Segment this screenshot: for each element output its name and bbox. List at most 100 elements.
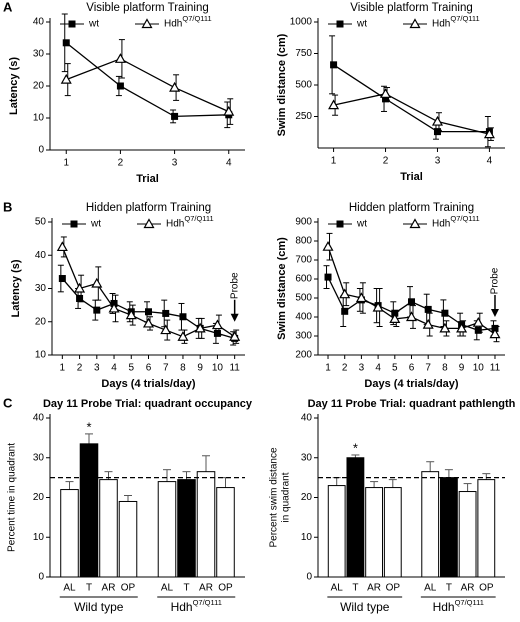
point <box>114 53 126 63</box>
point <box>125 309 137 320</box>
y-tick-label: 20 <box>35 316 47 327</box>
y-tick-label: 900 <box>295 217 312 228</box>
chart-title: Visible platform Training <box>86 2 209 14</box>
legend-label: wt <box>356 219 367 230</box>
x-tick-label: 11 <box>490 363 501 374</box>
x-tick-label: OP <box>121 583 136 594</box>
y-tick-label: 250 <box>295 111 312 122</box>
bar <box>346 457 365 578</box>
y-tick-label: 200 <box>295 350 312 361</box>
legend-marker <box>409 18 421 29</box>
point <box>145 308 152 316</box>
y-tick-label: 20 <box>33 492 45 503</box>
x-tick-label: 2 <box>77 363 83 374</box>
point <box>108 302 120 313</box>
x-tick-label: 7 <box>425 363 431 374</box>
y-axis-label: Swim distance (cm) <box>276 33 288 136</box>
panel-label: B <box>3 199 12 214</box>
y-axis-label: Swim distance (cm) <box>276 237 288 340</box>
y-tick-label: 40 <box>33 413 45 424</box>
point <box>474 326 482 334</box>
x-tick-label: AL <box>424 583 437 594</box>
y-tick-label: 750 <box>295 48 312 59</box>
point <box>382 95 390 103</box>
y-tick-label: 0 <box>38 572 44 583</box>
y-tick-label: 500 <box>295 80 312 91</box>
y-tick-label: 50 <box>35 217 47 228</box>
point <box>177 330 189 341</box>
bar <box>327 485 346 578</box>
bar <box>365 487 384 578</box>
legend-label: HdhQ7/Q111 <box>432 214 480 229</box>
y-tick-label: 30 <box>301 452 313 463</box>
point <box>213 329 221 337</box>
x-tick-label: AL <box>331 583 344 594</box>
x-tick-label: OP <box>218 583 233 594</box>
point <box>441 309 449 317</box>
point <box>91 277 103 288</box>
x-tick-label: AR <box>461 583 475 594</box>
x-tick-label: 4 <box>487 156 493 167</box>
legend-label: HdhQ7/Q111 <box>432 14 480 29</box>
y-tick-label: 300 <box>295 331 312 342</box>
legend-marker <box>409 218 421 229</box>
annotation: Probe <box>490 267 501 294</box>
bar <box>383 487 402 578</box>
x-tick-label: 7 <box>163 363 169 374</box>
x-tick-label: 6 <box>146 363 152 374</box>
point <box>489 328 501 339</box>
y-tick-label: 30 <box>33 49 45 60</box>
x-tick-label: OP <box>479 583 494 594</box>
point <box>372 301 384 312</box>
x-tick-label: OP <box>386 583 401 594</box>
series-line <box>65 42 229 118</box>
legend-label: HdhQ7/Q111 <box>164 14 212 29</box>
y-axis-label: Percent swim distance <box>269 447 280 547</box>
x-tick-label: AR <box>367 583 381 594</box>
y-tick-label: 20 <box>301 492 313 503</box>
point <box>324 273 332 281</box>
point <box>439 322 451 333</box>
y-tick-label: 10 <box>33 113 45 124</box>
x-tick-label: 8 <box>442 363 448 374</box>
x-tick-label: AR <box>199 583 213 594</box>
x-tick-label: 2 <box>383 156 389 167</box>
chart-title: Hidden platform Training <box>86 202 211 214</box>
point <box>483 128 495 139</box>
point <box>456 322 468 333</box>
point <box>162 309 170 317</box>
x-tick-label: 5 <box>392 363 398 374</box>
panel-label: A <box>3 0 13 14</box>
y-tick-label: 1000 <box>290 17 313 28</box>
point <box>169 81 181 92</box>
series-line <box>66 58 230 113</box>
legend-marker <box>141 18 153 29</box>
point <box>380 88 392 98</box>
bar <box>421 471 440 578</box>
point <box>223 105 235 116</box>
point <box>355 292 367 303</box>
x-tick-label: 3 <box>359 363 365 374</box>
point <box>341 307 349 315</box>
annotation-arrowhead <box>230 313 239 322</box>
y-tick-label: 10 <box>33 532 45 543</box>
point <box>58 275 66 283</box>
x-tick-label: 2 <box>118 158 124 169</box>
bar <box>196 471 216 578</box>
y-tick-label: 500 <box>295 293 312 304</box>
point <box>339 288 351 299</box>
x-axis-label: Trial <box>136 173 159 185</box>
bar <box>79 443 99 578</box>
annotation: Probe <box>229 272 240 299</box>
legend-label: wt <box>356 19 367 30</box>
y-axis-label: Latency (s) <box>8 57 20 115</box>
group-label: Wild type <box>74 600 124 614</box>
x-tick-label: 1 <box>331 156 337 167</box>
series-line <box>333 93 490 135</box>
x-tick-label: AL <box>63 583 76 594</box>
x-tick-label: 3 <box>435 156 441 167</box>
x-tick-label: T <box>446 583 452 594</box>
y-tick-label: 700 <box>295 255 312 266</box>
y-tick-label: 800 <box>295 236 312 247</box>
point <box>322 240 334 251</box>
